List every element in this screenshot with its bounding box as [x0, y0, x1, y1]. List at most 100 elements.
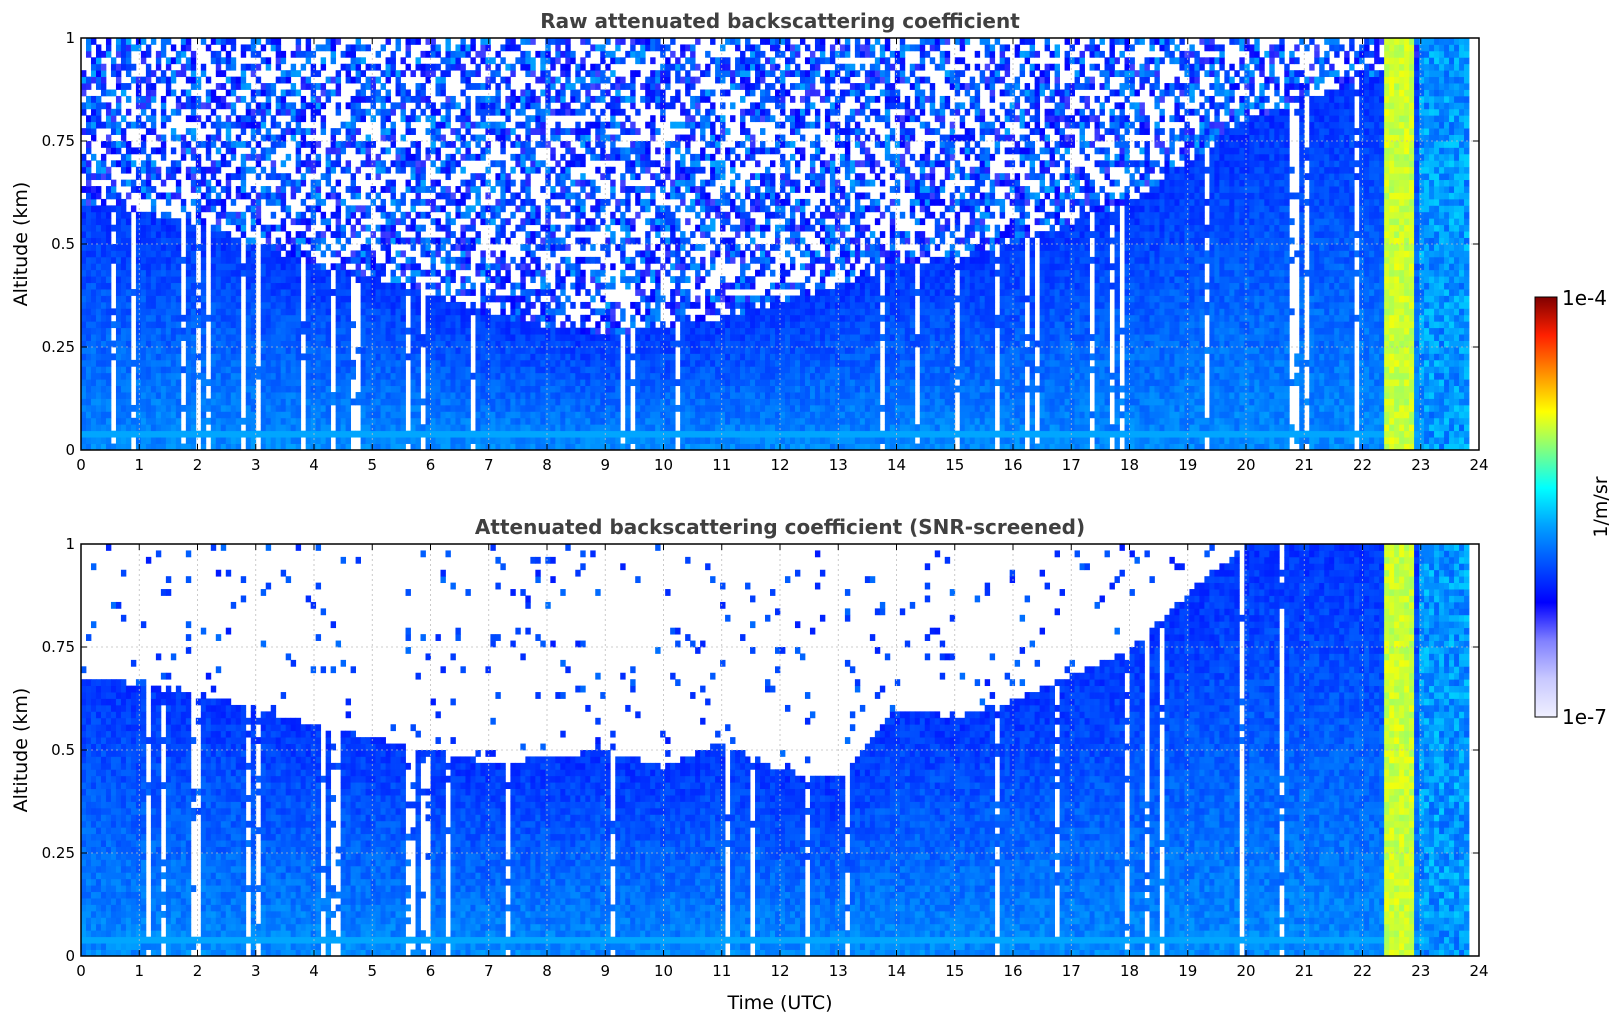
heatmap-cell [315, 141, 322, 148]
heatmap-cell [540, 244, 546, 251]
heatmap-cell [365, 192, 371, 200]
heatmap-cell [215, 289, 222, 296]
heatmap-cell [360, 95, 366, 103]
heatmap-cell [510, 95, 516, 103]
heatmap-cell [140, 314, 147, 322]
heatmap-cell [260, 340, 267, 348]
heatmap-cell [175, 192, 182, 200]
heatmap-cell [540, 347, 546, 354]
heatmap-cell [210, 289, 217, 296]
heatmap-cell [295, 417, 302, 425]
heatmap-cell [530, 231, 536, 238]
heatmap-cell [135, 83, 142, 90]
heatmap-cell [435, 269, 441, 277]
heatmap-cell [535, 372, 541, 380]
heatmap-cell [555, 224, 561, 232]
heatmap-cell [275, 398, 282, 406]
heatmap-cell [365, 250, 371, 258]
heatmap-cell [310, 141, 317, 148]
heatmap-cell [145, 89, 152, 97]
heatmap-cell [445, 211, 451, 219]
heatmap-cell [310, 314, 317, 322]
heatmap-cell [555, 443, 561, 450]
heatmap-cell [475, 50, 481, 58]
heatmap-cell [285, 372, 292, 380]
heatmap-cell [375, 76, 381, 84]
heatmap-cell [395, 205, 401, 213]
heatmap-cell [305, 321, 312, 329]
heatmap-cell [270, 424, 277, 432]
heatmap-cell [500, 231, 506, 238]
heatmap-cell [100, 398, 107, 406]
heatmap-cell [460, 237, 466, 245]
heatmap-cell [340, 314, 347, 322]
heatmap-cell [630, 218, 636, 226]
heatmap-cell [220, 282, 227, 290]
heatmap-cell [125, 398, 132, 406]
heatmap-cell [475, 392, 481, 399]
heatmap-cell [470, 237, 476, 245]
heatmap-cell [625, 237, 631, 245]
heatmap-cell [415, 334, 421, 341]
heatmap-cell [245, 321, 252, 329]
heatmap-cell [595, 134, 601, 142]
heatmap-cell [405, 44, 411, 52]
heatmap-cell [85, 424, 92, 432]
heatmap-cell [165, 63, 172, 71]
heatmap-cell [300, 83, 307, 90]
heatmap-cell [565, 263, 571, 271]
heatmap-cell [480, 424, 486, 432]
heatmap-cell [480, 295, 486, 303]
heatmap-cell [475, 269, 481, 277]
heatmap-cell [480, 443, 486, 450]
heatmap-cell [145, 263, 152, 271]
heatmap-cell [265, 289, 272, 296]
heatmap-cell [540, 63, 546, 71]
heatmap-cell [610, 430, 616, 438]
heatmap-cell [105, 417, 112, 425]
heatmap-cell [260, 404, 267, 412]
heatmap-cell [220, 44, 227, 52]
heatmap-cell [380, 231, 386, 238]
heatmap-cell [290, 404, 297, 412]
heatmap-cell [585, 147, 591, 155]
heatmap-cell [430, 38, 436, 45]
heatmap-cell [575, 385, 581, 393]
heatmap-cell [380, 44, 386, 52]
heatmap-cell [335, 282, 342, 290]
heatmap-cell [81, 404, 87, 412]
heatmap-cell [630, 160, 636, 168]
heatmap-cell [315, 269, 322, 277]
heatmap-cell [525, 321, 531, 329]
heatmap-cell [590, 424, 596, 432]
heatmap-cell [210, 347, 217, 354]
heatmap-cell [560, 276, 566, 284]
heatmap-cell [460, 372, 466, 380]
heatmap-cell [515, 430, 521, 438]
heatmap-cell [275, 282, 282, 290]
heatmap-cell [125, 38, 132, 45]
heatmap-cell [430, 115, 436, 123]
heatmap-cell [510, 128, 516, 135]
heatmap-cell [305, 404, 312, 412]
heatmap-cell [295, 263, 302, 271]
heatmap-cell [295, 147, 302, 155]
heatmap-cell [515, 282, 521, 290]
heatmap-cell [625, 50, 631, 58]
heatmap-cell [390, 411, 396, 419]
heatmap-cell [81, 76, 87, 84]
heatmap-cell [255, 89, 262, 97]
heatmap-cell [265, 398, 272, 406]
heatmap-cell [565, 231, 571, 238]
heatmap-cell [175, 186, 182, 193]
heatmap-cell [550, 392, 556, 399]
heatmap-cell [285, 179, 292, 187]
heatmap-cell [170, 276, 177, 284]
heatmap-cell [360, 83, 366, 90]
heatmap-cell [460, 411, 466, 419]
heatmap-cell [210, 198, 217, 206]
heatmap-cell [95, 186, 102, 193]
heatmap-cell [295, 218, 302, 226]
heatmap-cell [220, 295, 227, 303]
heatmap-cell [280, 70, 287, 78]
